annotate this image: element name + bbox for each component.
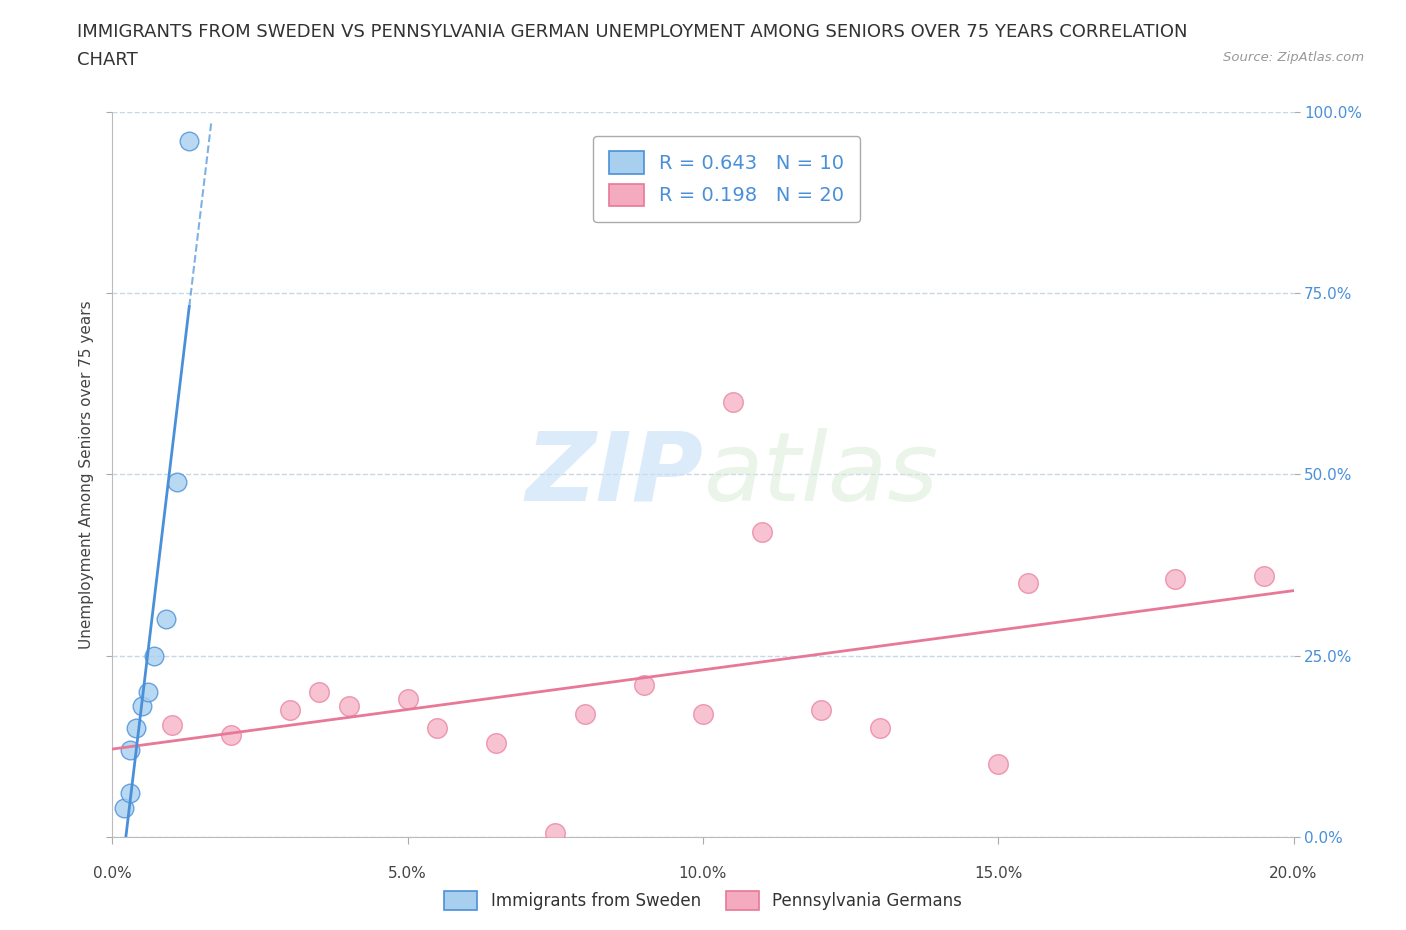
Text: Source: ZipAtlas.com: Source: ZipAtlas.com xyxy=(1223,51,1364,64)
Point xyxy=(869,721,891,736)
Text: 5.0%: 5.0% xyxy=(388,866,427,881)
Point xyxy=(574,706,596,721)
Point xyxy=(721,394,744,409)
Point xyxy=(120,742,142,757)
Point xyxy=(142,648,165,663)
Point xyxy=(155,612,177,627)
Point xyxy=(426,721,449,736)
Point xyxy=(166,474,188,489)
Point xyxy=(337,699,360,714)
Legend: R = 0.643   N = 10, R = 0.198   N = 20: R = 0.643 N = 10, R = 0.198 N = 20 xyxy=(593,136,860,221)
Point xyxy=(751,525,773,539)
Point xyxy=(308,684,330,699)
Point xyxy=(120,786,142,801)
Text: 20.0%: 20.0% xyxy=(1270,866,1317,881)
Point xyxy=(1253,568,1275,583)
Point xyxy=(810,703,832,718)
Text: ZIP: ZIP xyxy=(524,428,703,521)
Point xyxy=(112,801,135,816)
Text: IMMIGRANTS FROM SWEDEN VS PENNSYLVANIA GERMAN UNEMPLOYMENT AMONG SENIORS OVER 75: IMMIGRANTS FROM SWEDEN VS PENNSYLVANIA G… xyxy=(77,23,1188,41)
Text: 15.0%: 15.0% xyxy=(974,866,1022,881)
Text: atlas: atlas xyxy=(703,428,938,521)
Text: 0.0%: 0.0% xyxy=(93,866,132,881)
Point xyxy=(179,133,201,148)
Point xyxy=(987,757,1010,772)
Text: CHART: CHART xyxy=(77,51,138,69)
Point xyxy=(544,826,567,841)
Text: 10.0%: 10.0% xyxy=(679,866,727,881)
Point xyxy=(396,692,419,707)
Point xyxy=(160,717,183,732)
Point xyxy=(1017,576,1039,591)
Point xyxy=(219,728,242,743)
Point xyxy=(633,677,655,692)
Point xyxy=(485,736,508,751)
Point xyxy=(278,703,301,718)
Point xyxy=(125,721,148,736)
Y-axis label: Unemployment Among Seniors over 75 years: Unemployment Among Seniors over 75 years xyxy=(79,300,94,648)
Point xyxy=(1164,572,1187,587)
Point xyxy=(136,684,159,699)
Point xyxy=(131,699,153,714)
Point xyxy=(692,706,714,721)
Legend: Immigrants from Sweden, Pennsylvania Germans: Immigrants from Sweden, Pennsylvania Ger… xyxy=(437,884,969,917)
